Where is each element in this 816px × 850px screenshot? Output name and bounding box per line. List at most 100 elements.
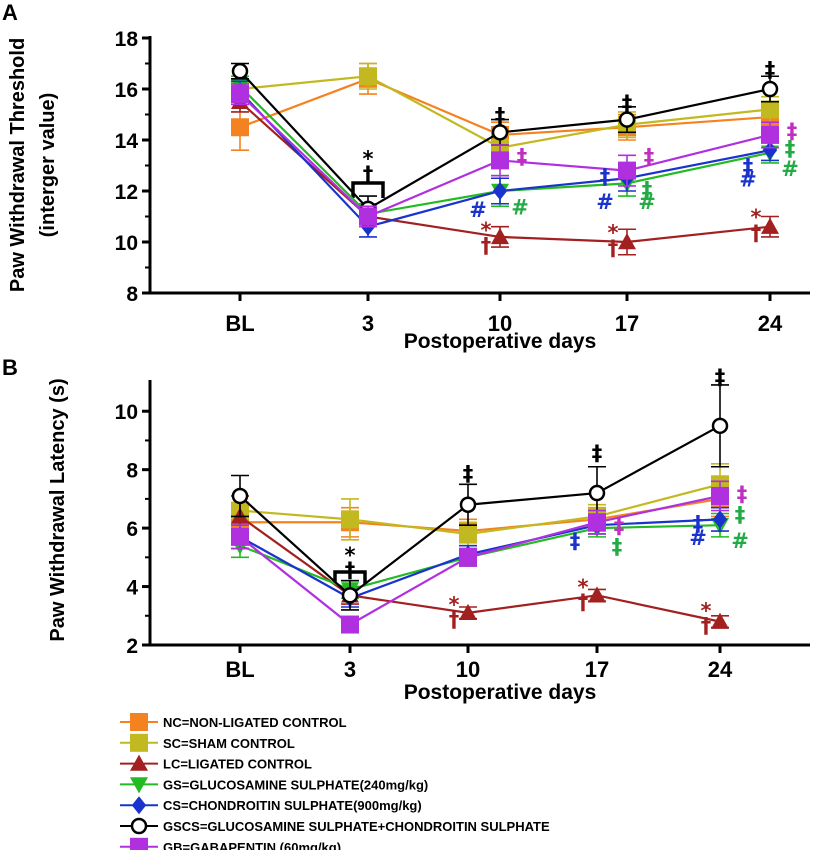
significance-marker: ‡ — [693, 511, 704, 535]
data-point — [711, 612, 729, 629]
x-tick-label: 17 — [615, 311, 639, 336]
significance-marker: ‡ — [642, 177, 653, 201]
significance-marker: ‡ — [735, 503, 746, 527]
legend-marker — [130, 817, 148, 835]
significance-marker: # — [469, 198, 487, 222]
panel-letter-a: A — [2, 0, 18, 25]
x-tick-label: 3 — [362, 311, 374, 336]
significance-marker: * — [481, 218, 492, 242]
significance-marker: # — [781, 157, 799, 181]
significance-marker: # — [731, 529, 749, 553]
data-point — [231, 62, 249, 80]
series-gb — [231, 480, 729, 634]
data-point — [231, 487, 249, 505]
significance-bracket — [351, 181, 385, 198]
data-point — [359, 207, 377, 226]
legend-label: GS=GLUCOSAMINE SULPHATE(240mg/kg) — [163, 777, 428, 792]
y-axis-label: Paw Withdrawal Latency (s) — [47, 378, 69, 641]
legend-label: LC=LIGATED CONTROL — [163, 757, 312, 772]
data-point — [459, 548, 477, 567]
significance-marker: ‡ — [495, 104, 506, 128]
significance-marker: * — [578, 576, 589, 600]
legend-item-gs: GS=GLUCOSAMINE SULPHATE(240mg/kg) — [120, 777, 428, 794]
y-tick-label: 6 — [126, 518, 138, 541]
y-tick-label: 8 — [126, 460, 138, 483]
legend-marker — [130, 837, 148, 850]
x-tick-label: 10 — [456, 657, 480, 682]
data-point — [712, 510, 728, 529]
legend-item-gb: GB=GABAPENTIN (60mg/kg) — [120, 837, 341, 850]
legend-marker — [131, 796, 147, 815]
significance-marker: * — [751, 206, 762, 230]
series-line — [239, 524, 721, 591]
significance-marker: ‡ — [463, 462, 474, 486]
legend-label: GB=GABAPENTIN (60mg/kg) — [163, 840, 341, 850]
y-tick-label: 2 — [126, 635, 138, 658]
legend-label: SC=SHAM CONTROL — [163, 736, 295, 751]
significance-marker: † — [481, 234, 492, 258]
x-tick-label: 24 — [758, 311, 783, 336]
y-tick-label: 14 — [115, 130, 139, 153]
data-point — [491, 151, 509, 170]
y-tick-label: 18 — [115, 28, 139, 51]
significance-marker: ‡ — [785, 137, 796, 161]
data-point — [341, 587, 359, 604]
significance-marker: ‡ — [737, 482, 748, 506]
data-point — [618, 111, 636, 128]
data-point — [341, 615, 359, 634]
significance-marker: # — [638, 190, 656, 214]
data-point — [491, 124, 509, 141]
significance-marker: † — [608, 236, 619, 260]
data-point — [492, 182, 508, 200]
legend: NC=NON-LIGATED CONTROL SC=SHAM CONTROL LC=… — [120, 713, 550, 850]
data-point — [359, 67, 377, 86]
data-point — [761, 125, 779, 144]
y-tick-label: 10 — [115, 232, 138, 255]
data-point — [761, 80, 779, 98]
significance-marker: ‡ — [787, 119, 798, 143]
chart-panel-a: 8 10 12 14 16 18 BL 3 10 17 24 Postoperative days Pa… — [7, 28, 810, 353]
data-point — [618, 161, 636, 180]
legend-marker — [130, 777, 148, 794]
data-point — [711, 417, 729, 435]
legend-label: NC=NON-LIGATED CONTROL — [163, 715, 347, 730]
data-point — [588, 484, 606, 502]
legend-item-cs: CS=CHONDROITIN SULPHATE(900mg/kg) — [120, 796, 422, 815]
panel-letter-b: B — [2, 355, 18, 380]
y-axis-label: (interger value) — [37, 93, 59, 237]
legend-item-sc: SC=SHAM CONTROL — [120, 733, 295, 752]
significance-marker: ‡ — [715, 365, 726, 389]
y-axis-label: Paw Withdrawal Threshold — [7, 38, 29, 292]
y-tick-label: 4 — [126, 577, 138, 600]
significance-marker: † — [578, 590, 589, 614]
y-tick-label: 10 — [115, 401, 138, 424]
data-point — [341, 510, 359, 529]
data-point — [231, 85, 249, 104]
y-tick-label: 8 — [126, 283, 138, 306]
series-gb — [231, 83, 779, 228]
significance-marker: ‡ — [765, 58, 776, 82]
x-tick-label: 17 — [585, 657, 609, 682]
significance-marker: # — [511, 195, 529, 219]
data-point — [762, 141, 778, 160]
x-tick-label: BL — [225, 311, 254, 336]
legend-item-lc: LC=LIGATED CONTROL — [120, 754, 312, 772]
legend-marker — [130, 713, 148, 731]
x-tick-label: 24 — [708, 657, 733, 682]
data-point — [588, 513, 606, 532]
x-axis-label: Postoperative days — [404, 681, 597, 704]
data-point — [588, 586, 606, 603]
data-point — [761, 100, 779, 119]
x-tick-label: BL — [225, 657, 254, 682]
series-nc — [231, 480, 729, 544]
significance-marker: # — [739, 167, 757, 191]
data-point — [231, 527, 249, 546]
legend-label: GSCS=GLUCOSAMINE SULPHATE+CHONDROITIN SU… — [163, 819, 550, 834]
significance-marker: # — [596, 190, 614, 214]
y-tick-label: 12 — [115, 181, 138, 204]
series-line — [239, 518, 721, 600]
legend-marker — [130, 733, 148, 752]
significance-marker: * — [608, 221, 619, 245]
